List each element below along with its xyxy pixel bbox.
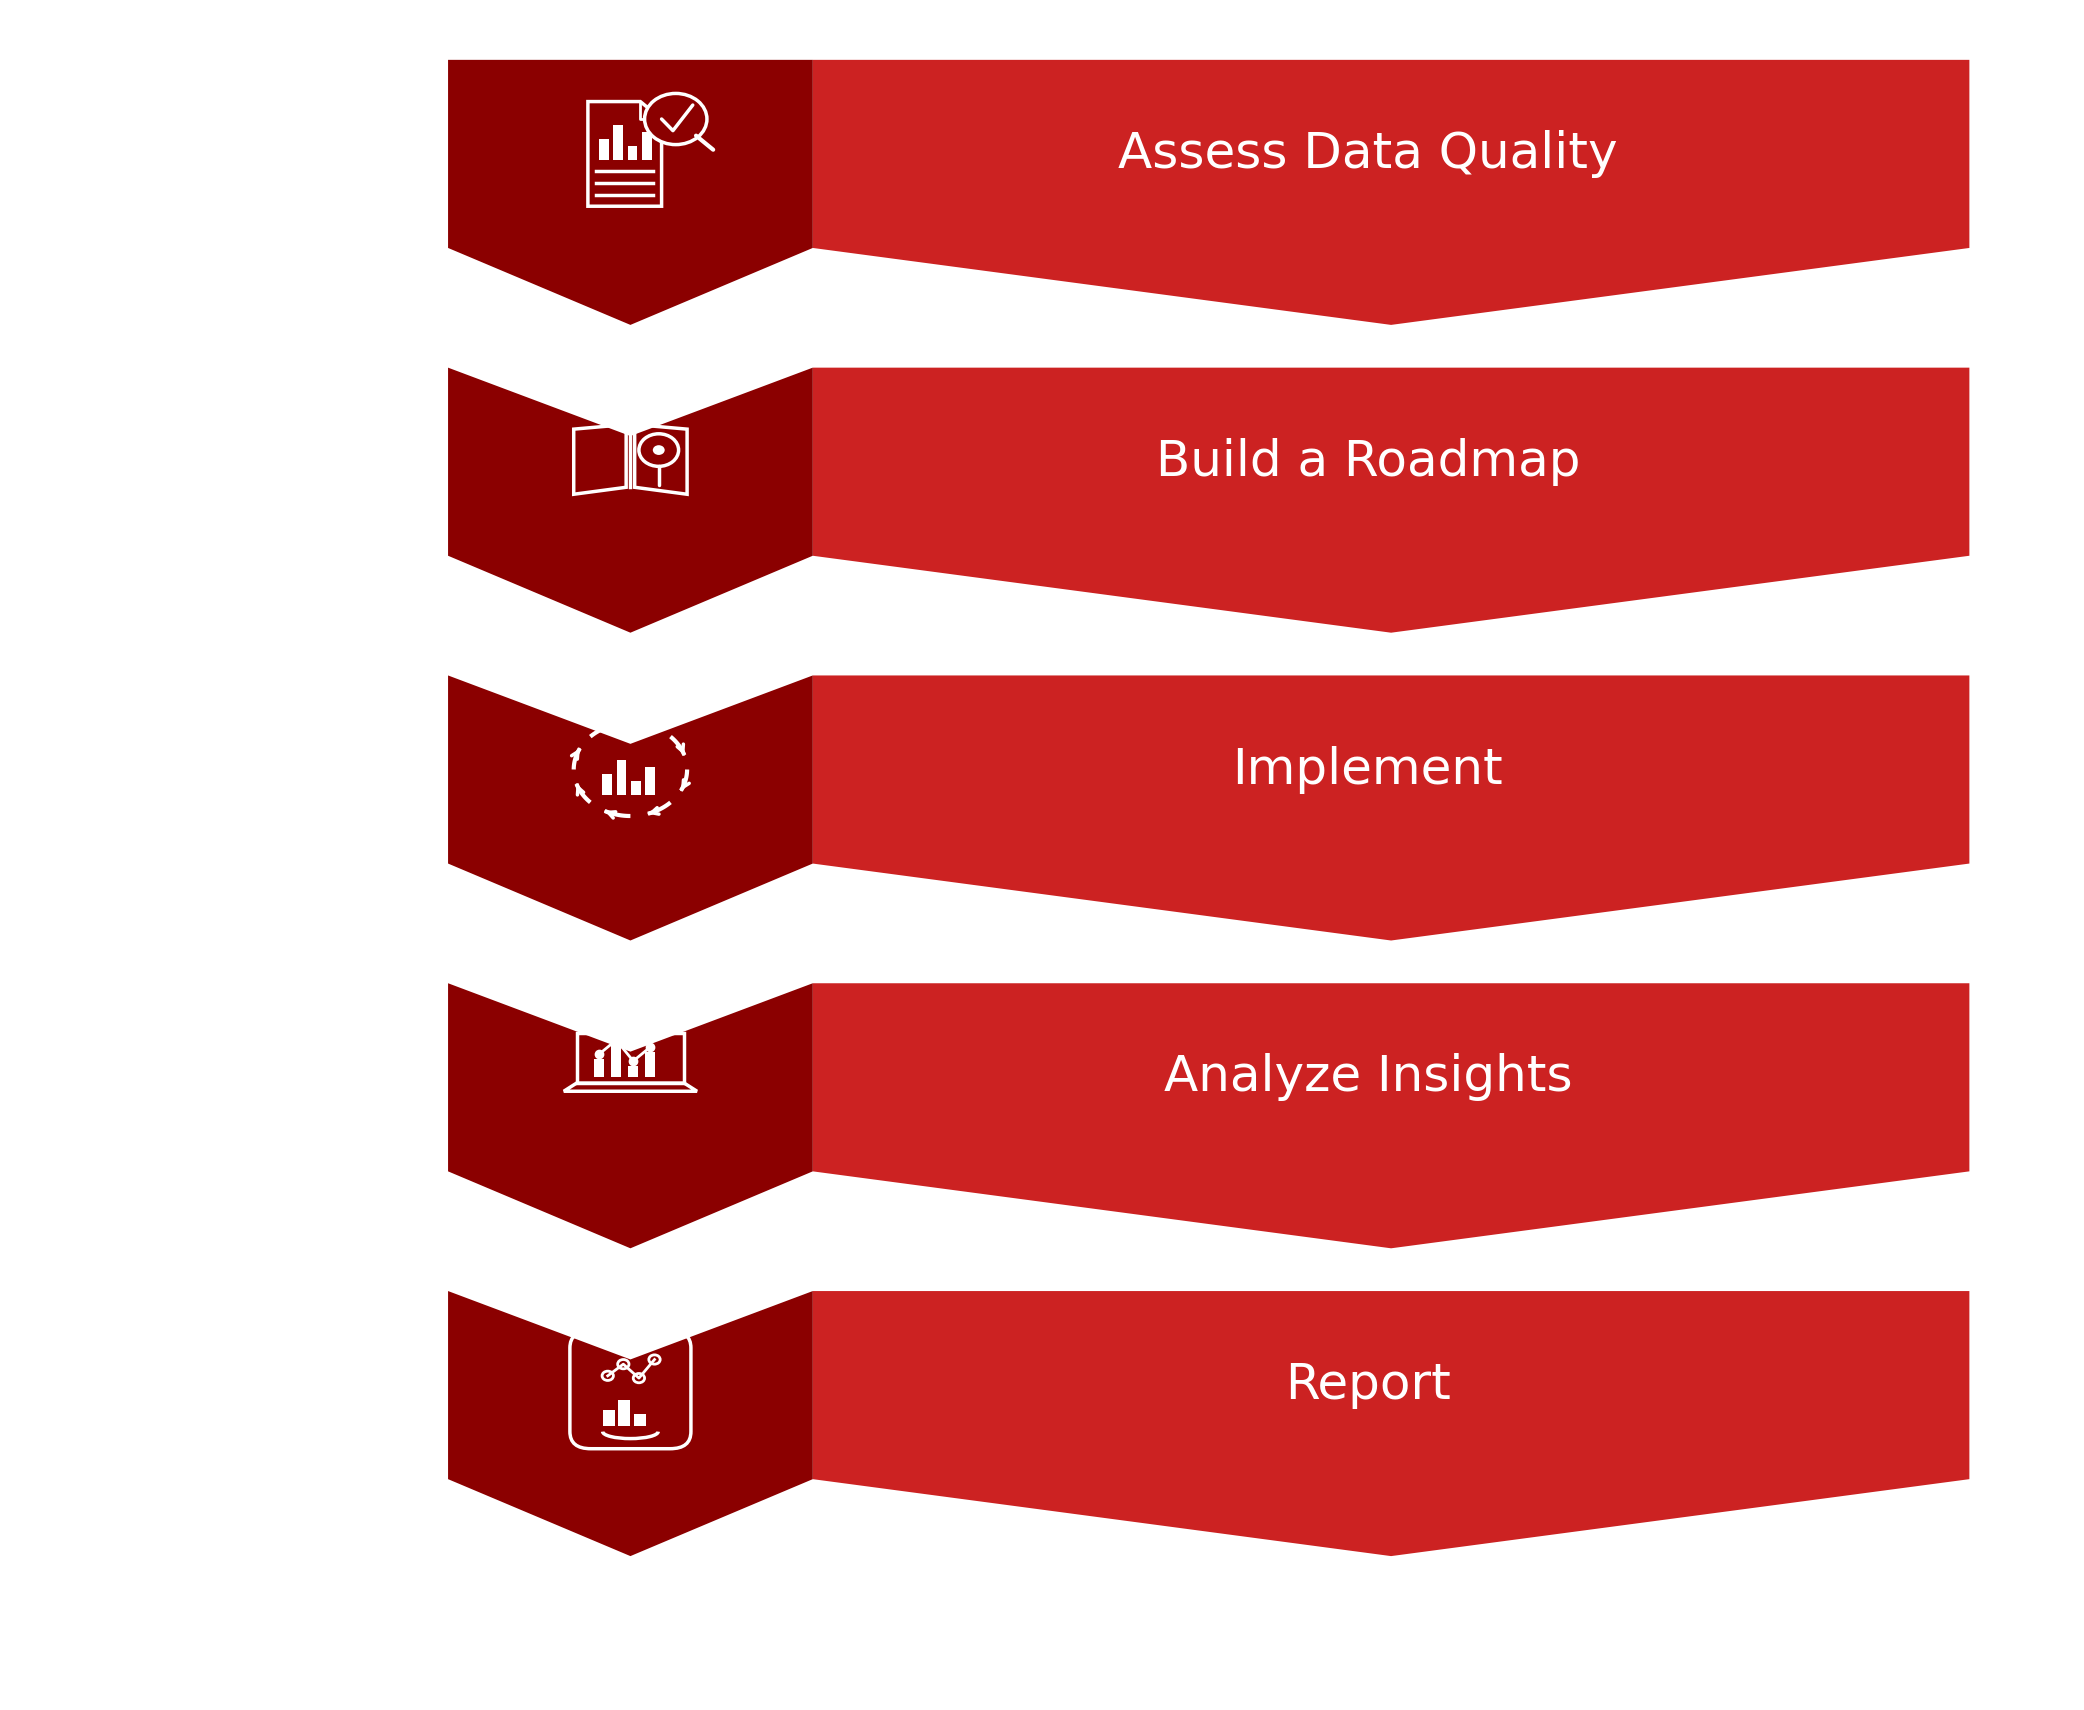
Polygon shape: [813, 368, 1969, 633]
Bar: [644, 1052, 654, 1077]
Bar: [627, 145, 638, 159]
Polygon shape: [448, 368, 813, 633]
Polygon shape: [813, 983, 1969, 1248]
Circle shape: [644, 94, 706, 145]
Bar: [619, 1400, 629, 1426]
Bar: [642, 132, 652, 159]
Bar: [617, 761, 627, 795]
Polygon shape: [448, 983, 813, 1248]
Text: Report: Report: [1286, 1361, 1450, 1409]
Bar: [631, 781, 640, 795]
Bar: [644, 768, 654, 795]
Text: Assess Data Quality: Assess Data Quality: [1119, 130, 1617, 178]
Polygon shape: [813, 1291, 1969, 1556]
Text: Implement: Implement: [1232, 746, 1503, 793]
Polygon shape: [813, 675, 1969, 941]
Bar: [602, 775, 613, 795]
Bar: [600, 139, 609, 159]
Bar: [627, 1065, 638, 1077]
Circle shape: [652, 445, 665, 455]
Bar: [613, 125, 623, 159]
Bar: [602, 1409, 615, 1426]
Bar: [634, 1414, 646, 1426]
Bar: [611, 1045, 621, 1077]
Text: Analyze Insights: Analyze Insights: [1163, 1053, 1571, 1101]
Polygon shape: [448, 675, 813, 941]
Polygon shape: [813, 60, 1969, 325]
Polygon shape: [448, 1291, 813, 1556]
Bar: [594, 1058, 604, 1077]
Polygon shape: [448, 60, 813, 325]
Text: Build a Roadmap: Build a Roadmap: [1157, 438, 1580, 486]
